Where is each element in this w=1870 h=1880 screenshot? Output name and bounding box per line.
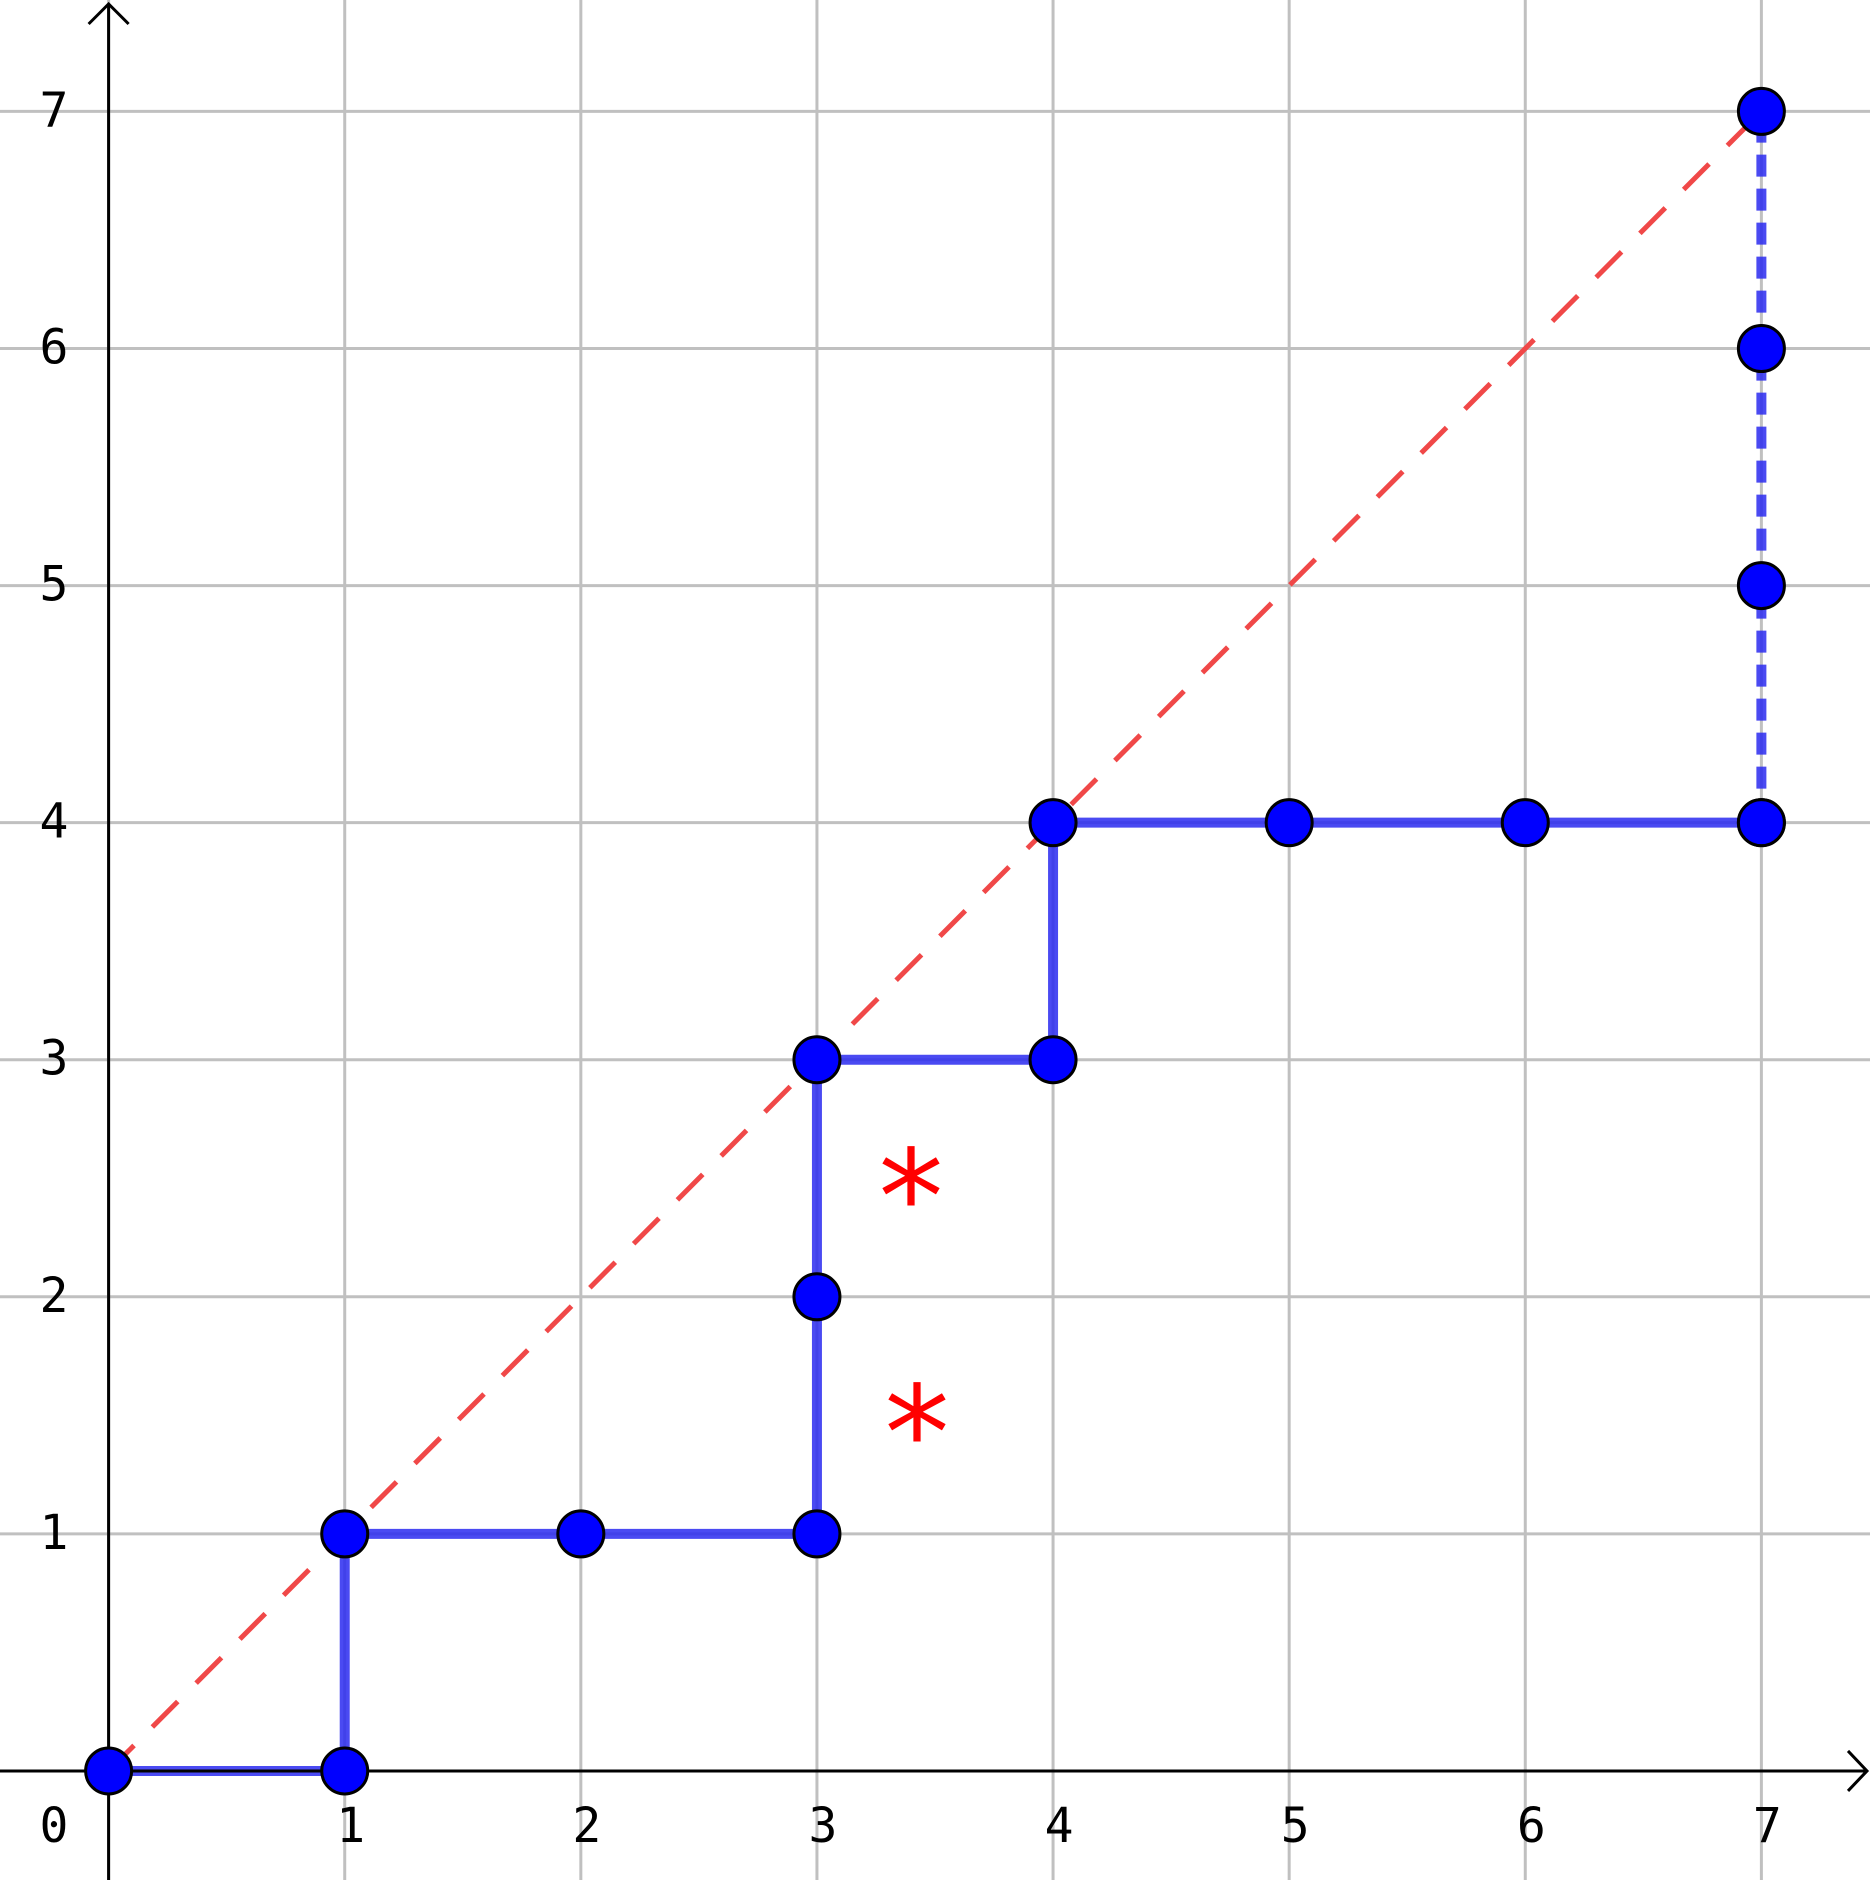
point bbox=[1264, 798, 1314, 848]
path-line bbox=[108, 817, 1762, 1776]
y-tick-label: 2 bbox=[40, 1268, 69, 1324]
x-tick-label: 6 bbox=[1517, 1798, 1546, 1854]
point bbox=[320, 1509, 370, 1559]
x-tick-label: 1 bbox=[336, 1798, 365, 1854]
point bbox=[556, 1509, 606, 1559]
point bbox=[1736, 86, 1786, 136]
y-tick-label: 1 bbox=[40, 1505, 69, 1561]
x-tick-label: 3 bbox=[808, 1798, 837, 1854]
point bbox=[792, 1035, 842, 1085]
reference-line bbox=[106, 109, 1764, 1773]
point bbox=[1028, 1035, 1078, 1085]
y-tick-label: 5 bbox=[40, 557, 69, 613]
point bbox=[1736, 798, 1786, 848]
y-tick-label: 4 bbox=[40, 794, 69, 850]
point bbox=[320, 1746, 370, 1796]
point bbox=[1028, 798, 1078, 848]
lines bbox=[106, 109, 1767, 1776]
y-tick-label: 7 bbox=[40, 82, 69, 138]
x-tick-label: 5 bbox=[1281, 1798, 1310, 1854]
y-tick-label: 6 bbox=[40, 319, 69, 375]
point bbox=[792, 1272, 842, 1322]
x-tick-label: 4 bbox=[1045, 1798, 1074, 1854]
point bbox=[792, 1509, 842, 1559]
point bbox=[84, 1746, 134, 1796]
y-tick-label: 3 bbox=[40, 1031, 69, 1087]
point bbox=[1736, 323, 1786, 373]
point bbox=[1500, 798, 1550, 848]
y-axis-arrow bbox=[87, 1, 130, 26]
x-axis-arrow bbox=[1846, 1749, 1870, 1792]
x-tick-label: 0 bbox=[40, 1798, 69, 1854]
point bbox=[1736, 561, 1786, 611]
annotation: * bbox=[879, 1122, 944, 1274]
annotation: * bbox=[885, 1358, 950, 1510]
x-tick-label: 2 bbox=[572, 1798, 601, 1854]
markers bbox=[84, 86, 1786, 1796]
x-tick-label: 7 bbox=[1753, 1798, 1782, 1854]
